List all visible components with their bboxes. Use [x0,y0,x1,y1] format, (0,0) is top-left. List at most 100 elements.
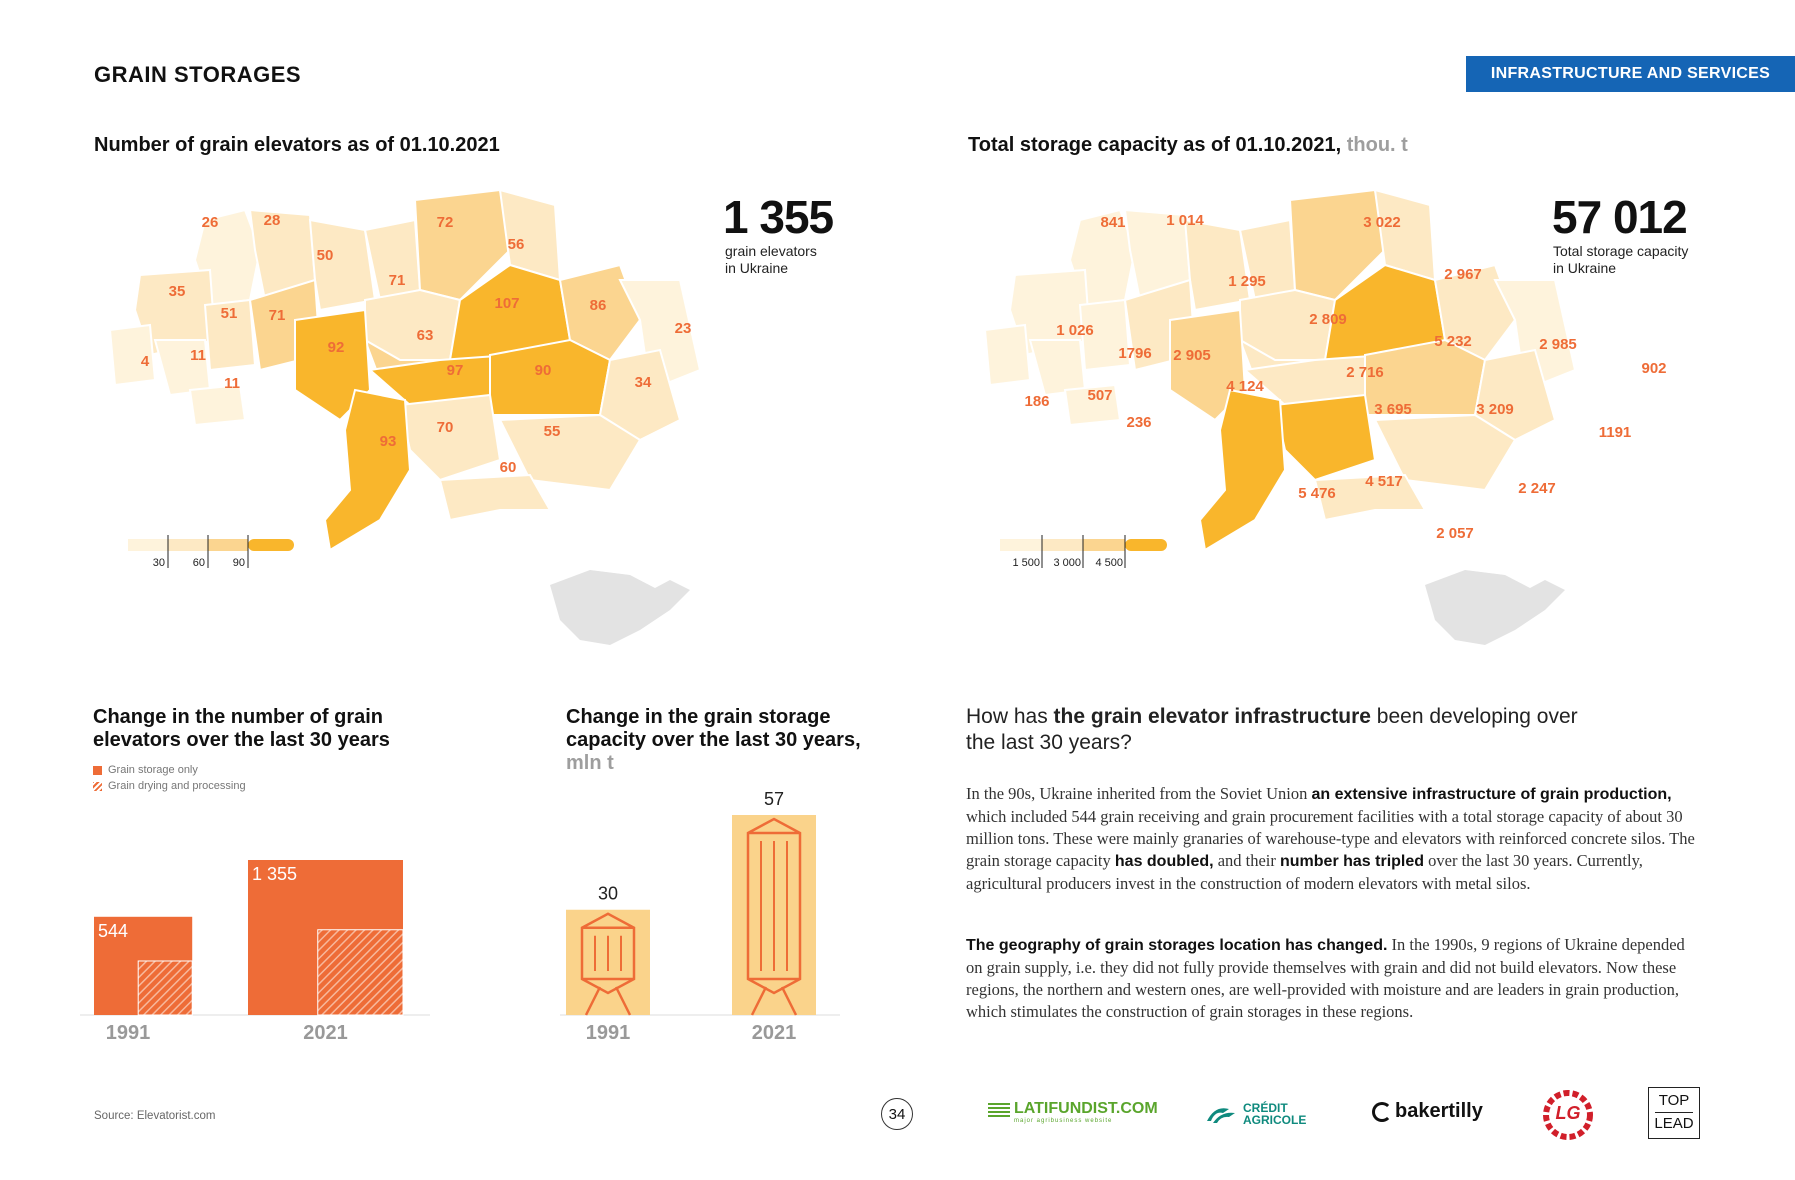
legend-tick-label: 60 [193,557,205,569]
legend-step-3 [208,539,248,551]
article-paragraph-2: The geography of grain storages location… [966,934,1696,1023]
logo-toplead: TOP LEAD [1648,1087,1700,1139]
capacity-chart-title-line1: Change in the grain storage [566,706,831,728]
region-zhytomyr [308,218,377,312]
region-label: 97 [447,362,464,379]
silo-icon [580,912,636,1016]
bar-value-label: 544 [98,921,128,941]
region-label: 63 [417,327,434,344]
region-label: 1 026 [1056,322,1094,339]
region-zakarpattia [110,323,157,387]
question-bold: the grain elevator infrastructure [1053,705,1371,728]
region-luhansk [1493,279,1577,392]
elevators-map-labels: 26 28 72 56 50 35 71 107 86 51 71 63 23 … [141,212,692,476]
legend-step-1 [1000,539,1042,551]
region-odesa [1198,388,1287,552]
article-paragraph-1: In the 90s, Ukraine inherited from the S… [966,783,1696,895]
question-pre: How has [966,705,1054,728]
capacity-total: 57 012 [1552,191,1688,243]
region-zhytomyr [1183,218,1252,312]
region-ternopil [1078,298,1132,372]
region-label: 5 232 [1434,333,1472,350]
legend-item-drying: Grain drying and processing [93,780,246,792]
legend-label: Grain drying and processing [108,780,246,792]
bar-value-label: 1 355 [252,864,297,884]
region-label: 35 [169,283,186,300]
bar-category-label: 1991 [106,1022,151,1044]
elevators-chart-title: Change in the number of grain elevators … [93,706,390,752]
region-label: 23 [675,320,692,337]
region-label: 51 [221,305,238,322]
text-run: and their [1213,851,1280,870]
region-label: 4 124 [1226,378,1264,395]
lg-text: LG [1555,1103,1581,1123]
legend-tick-label: 1 500 [1012,557,1040,569]
region-label: 2 905 [1173,347,1211,364]
legend-step-4 [248,539,294,551]
capacity-map-title-text: Total storage capacity as of 01.10.2021, [968,134,1342,156]
region-label: 3 695 [1374,401,1412,418]
article-question: How has the grain elevator infrastructur… [966,704,1586,756]
region-zakarpattia [985,323,1032,387]
legend-step-4 [1125,539,1167,551]
region-label: 92 [328,339,345,356]
elevators-total: 1 355 [723,191,834,243]
legend-step-1 [128,539,168,551]
region-label: 1 295 [1228,273,1266,290]
elevators-map-legend: 30 60 90 [128,535,294,569]
legend-tick-label: 3 000 [1053,557,1081,569]
text-run: In the 1990s, 9 regions of Ukraine depen… [966,935,1685,1021]
region-label: 86 [590,297,607,314]
text-run: over the last 30 years. Currently, agric… [966,851,1643,893]
legend-tick-label: 4 500 [1095,557,1123,569]
region-label: 5 476 [1298,485,1336,502]
region-label: 2 247 [1518,480,1556,497]
region-label: 28 [264,212,281,229]
source-note: Source: Elevatorist.com [94,1110,216,1122]
legend-tick-label: 90 [233,557,245,569]
region-label: 71 [269,307,286,324]
credit-agricole-icon [1207,1108,1235,1123]
text-run: which included 544 grain receiving and g… [966,807,1695,870]
crimea-shape [1425,570,1565,645]
bar-category-label: 2021 [752,1022,797,1044]
bar-category-label: 2021 [303,1022,348,1044]
region-label: 3 209 [1476,401,1514,418]
region-label: 2 057 [1436,525,1474,542]
region-zaporizhzhia [1373,413,1517,492]
region-label: 2 985 [1539,336,1577,353]
elevators-chart-title-line1: Change in the number of grain [93,706,384,728]
region-label: 236 [1126,414,1151,431]
region-label: 3 022 [1363,214,1401,231]
legend-swatch-solid [93,765,102,775]
region-kherson [1313,473,1427,522]
region-label: 71 [389,272,406,289]
legend-step-2 [1042,539,1083,551]
toplead-line1: TOP [1655,1090,1693,1113]
capacity-chart-title-line2: capacity over the last 30 years, [566,729,861,751]
region-label: 56 [508,236,525,253]
text-run-bold: number has tripled [1280,853,1425,870]
elevators-map-title: Number of grain elevators as of 01.10.20… [94,134,500,156]
region-odesa [323,388,412,552]
capacity-total-caption: Total storage capacity in Ukraine [1553,243,1688,277]
bar-drying-1991 [137,960,193,1016]
logo-bakertilly: bakertilly [1372,1100,1483,1123]
legend-item-storage: Grain storage only [93,764,246,776]
text-run: In the 90s, Ukraine inherited from the S… [966,784,1312,803]
logo-credit-agricole: CRÉDIT AGRICOLE [1205,1102,1306,1126]
region-label: 107 [494,295,519,312]
region-label: 72 [437,214,454,231]
region-label: 507 [1087,387,1112,404]
bar-drying-2021 [317,929,404,1016]
latifundist-icon [988,1101,1010,1117]
elevators-chart-legend: Grain storage only Grain drying and proc… [93,764,246,792]
region-kharkiv [558,263,642,362]
region-label: 11 [190,347,206,364]
page-number: 34 [881,1098,913,1130]
region-label: 60 [500,459,517,476]
legend-step-3 [1083,539,1125,551]
legend-step-2 [168,539,208,551]
region-label: 902 [1641,360,1666,377]
region-ivano-frankivsk [1028,339,1087,397]
